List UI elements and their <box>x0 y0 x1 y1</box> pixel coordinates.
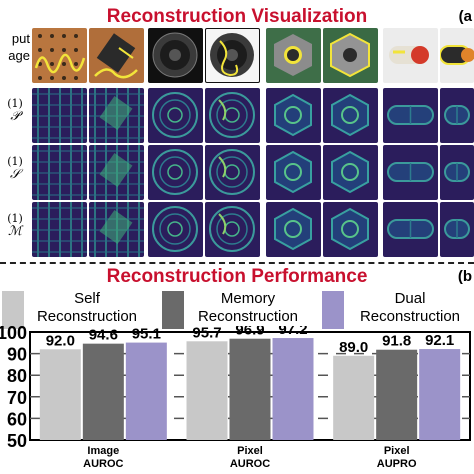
row-label-s: (1) 𝒮 <box>0 155 30 181</box>
feature-map-s-4 <box>205 145 260 200</box>
input-image-grid-2 <box>89 28 144 83</box>
feature-map-s-6 <box>323 145 378 200</box>
legend-label-dual: Dual Reconstruction <box>348 290 472 326</box>
feature-map-p-6 <box>323 88 378 143</box>
legend-label-memory: Memory Reconstruction <box>188 290 308 326</box>
bar <box>186 341 228 440</box>
panel-b-tag: (b <box>457 268 472 285</box>
legend-memory-line1: Memory <box>220 290 276 307</box>
bar-value-label: 97.2 <box>278 326 307 338</box>
bar-value-label: 94.6 <box>89 327 118 344</box>
feature-map-s-8 <box>440 145 474 200</box>
bar <box>39 349 81 440</box>
legend-dual-line2: Reconstruction <box>359 308 461 325</box>
feature-map-s-3 <box>148 145 203 200</box>
input-image-disc-2 <box>205 28 260 83</box>
feature-map-m-4 <box>205 202 260 257</box>
y-tick-label: 70 <box>7 388 27 408</box>
row-label-s-symbol: 𝒮 <box>9 167 21 182</box>
feature-map-p-7 <box>383 88 438 143</box>
x-tick-label: Image <box>87 445 119 457</box>
feature-map-p-8 <box>440 88 474 143</box>
input-image-disc-1 <box>148 28 203 83</box>
panel-a-tag: (a <box>458 8 472 25</box>
bar <box>229 338 271 440</box>
feature-map-s-5 <box>266 145 321 200</box>
feature-map-s-7 <box>383 145 438 200</box>
feature-map-m-2 <box>89 202 144 257</box>
x-tick-label: AUROC <box>83 458 123 470</box>
feature-map-p-1 <box>32 88 87 143</box>
bar <box>333 355 375 440</box>
row-label-p-symbol: 𝒫 <box>10 109 20 124</box>
input-image-grid-1 <box>32 28 87 83</box>
bar-value-label: 95.7 <box>192 326 221 341</box>
bar <box>419 349 461 440</box>
input-image-capsule-1 <box>383 28 438 83</box>
feature-map-p-4 <box>205 88 260 143</box>
feature-map-p-5 <box>266 88 321 143</box>
feature-map-m-5 <box>266 202 321 257</box>
bar <box>82 343 124 440</box>
bar-value-label: 96.9 <box>235 326 264 339</box>
visualization-title: Reconstruction Visualization <box>106 6 368 27</box>
legend-dual-line1: Dual <box>394 290 426 307</box>
feature-map-p-2 <box>89 88 144 143</box>
input-image-nut-2 <box>323 28 378 83</box>
legend-swatch-self <box>2 291 24 329</box>
feature-map-m-8 <box>440 202 474 257</box>
row-label-s-sup: (1) <box>7 155 23 168</box>
legend-memory-line2: Reconstruction <box>197 308 299 325</box>
row-label-p: (1) 𝒫 <box>0 97 30 123</box>
x-tick-label: AUPRO <box>377 458 417 470</box>
bar-value-label: 91.8 <box>382 333 411 350</box>
x-tick-label: Pixel <box>384 445 410 457</box>
row-label-m-symbol: ℳ <box>8 224 22 239</box>
legend-swatch-dual <box>322 291 344 329</box>
bar <box>272 338 314 440</box>
feature-map-s-1 <box>32 145 87 200</box>
y-tick-label: 50 <box>7 431 27 451</box>
feature-map-m-1 <box>32 202 87 257</box>
input-image-nut-1 <box>266 28 321 83</box>
y-tick-label: 80 <box>7 366 27 386</box>
legend-self-line2: Reconstruction <box>36 308 138 325</box>
legend-label-self: Self Reconstruction <box>28 290 146 326</box>
bar-value-label: 92.1 <box>425 332 454 349</box>
row-label-m-sup: (1) <box>7 212 23 225</box>
legend-swatch-memory <box>162 291 184 329</box>
feature-map-p-3 <box>148 88 203 143</box>
legend-self-line1: Self <box>74 290 100 307</box>
panel-separator <box>0 262 474 264</box>
y-tick-label: 100 <box>0 326 27 343</box>
bar-value-label: 92.0 <box>46 332 75 349</box>
x-tick-label: Pixel <box>237 445 263 457</box>
x-tick-label: AUROC <box>230 458 270 470</box>
input-label-line2: age <box>8 48 30 63</box>
row-label-p-sup: (1) <box>7 97 23 110</box>
input-image-capsule-2 <box>440 28 474 83</box>
bar-value-label: 95.1 <box>132 326 161 343</box>
bar <box>376 349 418 440</box>
row-label-m: (1) ℳ <box>0 212 30 238</box>
bar <box>125 342 167 440</box>
y-tick-label: 60 <box>7 409 27 429</box>
feature-map-m-6 <box>323 202 378 257</box>
bar-value-label: 89.0 <box>339 339 368 356</box>
feature-map-s-2 <box>89 145 144 200</box>
y-tick-label: 90 <box>7 345 27 365</box>
feature-map-m-3 <box>148 202 203 257</box>
performance-title: Reconstruction Performance <box>106 266 368 287</box>
input-label-line1: put <box>11 31 30 46</box>
feature-map-m-7 <box>383 202 438 257</box>
input-image-label: put age <box>0 30 30 64</box>
